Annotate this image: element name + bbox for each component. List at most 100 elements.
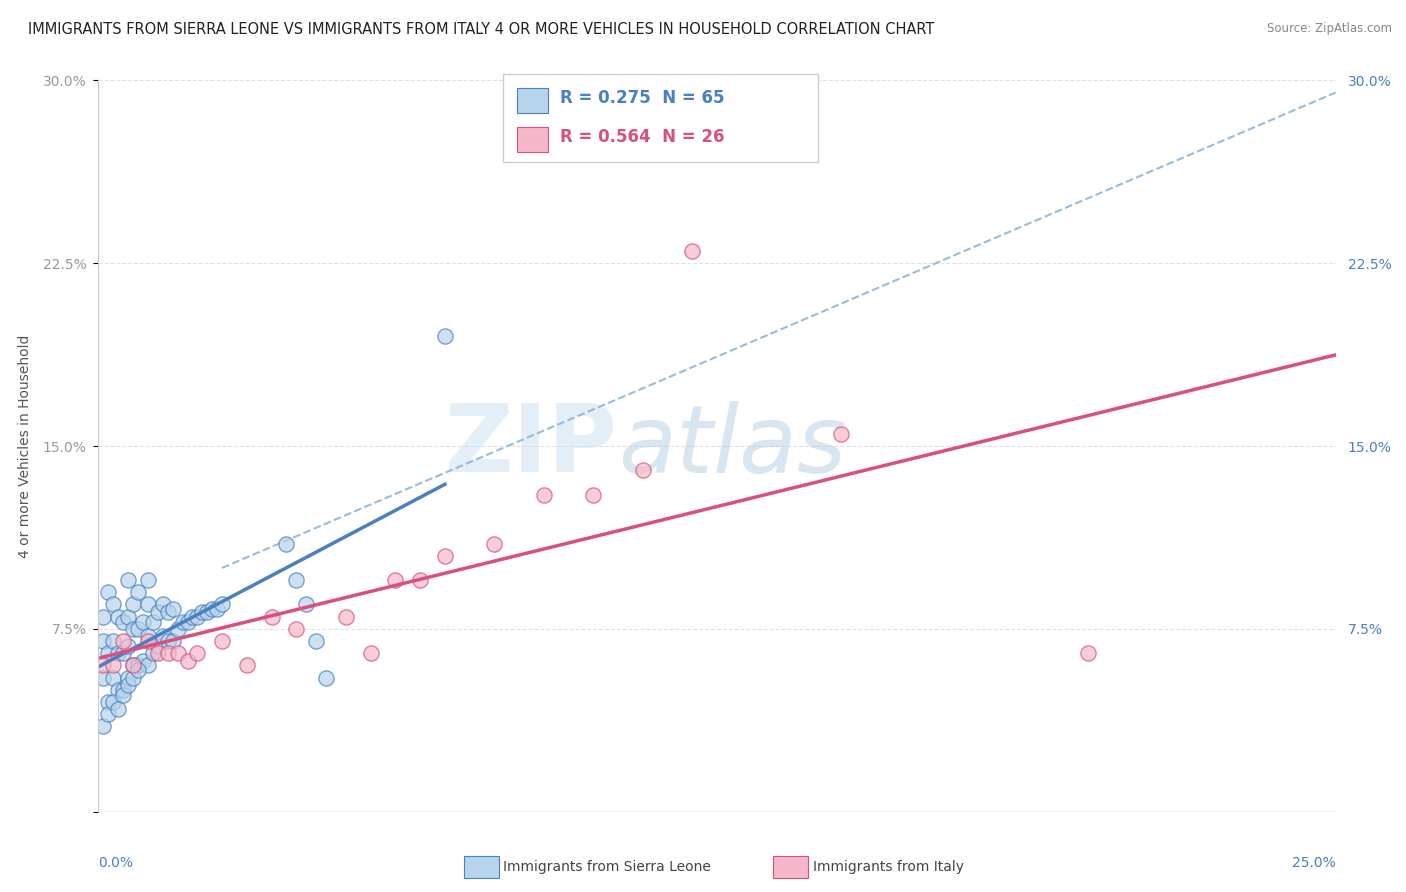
Point — [285, 622, 308, 636]
Point — [97, 707, 120, 722]
Point — [166, 622, 188, 636]
Point — [122, 598, 145, 612]
Point — [211, 634, 233, 648]
Point — [305, 634, 328, 648]
Y-axis label: 4 or more Vehicles in Household: 4 or more Vehicles in Household — [18, 334, 31, 558]
Point — [156, 605, 179, 619]
Point — [146, 646, 169, 660]
Point — [132, 615, 155, 629]
Point — [93, 658, 115, 673]
Text: Immigrants from Sierra Leone: Immigrants from Sierra Leone — [503, 860, 711, 874]
Point — [276, 536, 298, 550]
Point — [122, 658, 145, 673]
Point — [335, 609, 357, 624]
Point — [681, 244, 703, 258]
Point — [236, 658, 259, 673]
Point — [107, 646, 129, 660]
Point — [152, 629, 174, 643]
Point — [127, 585, 149, 599]
Text: atlas: atlas — [619, 401, 846, 491]
Point — [117, 573, 139, 587]
Point — [156, 646, 179, 660]
Point — [195, 605, 218, 619]
Point — [103, 598, 125, 612]
Point — [136, 658, 159, 673]
Point — [176, 615, 198, 629]
Point — [103, 695, 125, 709]
Point — [433, 329, 456, 343]
Point — [97, 585, 120, 599]
Point — [136, 629, 159, 643]
Point — [191, 605, 214, 619]
Point — [1077, 646, 1099, 660]
Point — [127, 658, 149, 673]
Point — [97, 646, 120, 660]
Point — [112, 682, 135, 697]
Text: R = 0.564  N = 26: R = 0.564 N = 26 — [560, 128, 724, 146]
Point — [107, 682, 129, 697]
Point — [156, 634, 179, 648]
Point — [107, 702, 129, 716]
Text: 0.0%: 0.0% — [98, 855, 134, 870]
Point — [166, 646, 188, 660]
Point — [112, 615, 135, 629]
Point — [142, 646, 165, 660]
Point — [582, 488, 605, 502]
Point — [117, 678, 139, 692]
Point — [103, 671, 125, 685]
Point — [205, 602, 228, 616]
Point — [631, 463, 654, 477]
Point — [315, 671, 337, 685]
Point — [97, 695, 120, 709]
Point — [127, 622, 149, 636]
Text: Source: ZipAtlas.com: Source: ZipAtlas.com — [1267, 22, 1392, 36]
Point — [384, 573, 406, 587]
Text: Immigrants from Italy: Immigrants from Italy — [813, 860, 963, 874]
Point — [146, 639, 169, 653]
Point — [181, 609, 204, 624]
Point — [136, 634, 159, 648]
Point — [186, 646, 208, 660]
Point — [103, 634, 125, 648]
Point — [93, 634, 115, 648]
Point — [295, 598, 318, 612]
Point — [127, 663, 149, 677]
Point — [409, 573, 432, 587]
Point — [103, 658, 125, 673]
Point — [122, 658, 145, 673]
Point — [112, 634, 135, 648]
Text: IMMIGRANTS FROM SIERRA LEONE VS IMMIGRANTS FROM ITALY 4 OR MORE VEHICLES IN HOUS: IMMIGRANTS FROM SIERRA LEONE VS IMMIGRAN… — [28, 22, 935, 37]
Text: ZIP: ZIP — [446, 400, 619, 492]
Point — [172, 615, 194, 629]
Point — [93, 719, 115, 733]
Point — [142, 615, 165, 629]
Point — [136, 573, 159, 587]
Text: 25.0%: 25.0% — [1292, 855, 1336, 870]
Point — [533, 488, 555, 502]
Point — [484, 536, 506, 550]
Point — [176, 654, 198, 668]
Point — [433, 549, 456, 563]
Point — [146, 605, 169, 619]
Point — [112, 646, 135, 660]
Point — [211, 598, 233, 612]
Point — [162, 634, 184, 648]
Point — [122, 622, 145, 636]
Point — [201, 602, 224, 616]
Point — [186, 609, 208, 624]
Point — [122, 671, 145, 685]
Point — [112, 688, 135, 702]
Point — [93, 671, 115, 685]
Point — [162, 602, 184, 616]
Point — [260, 609, 283, 624]
Point — [132, 654, 155, 668]
Point — [136, 598, 159, 612]
Point — [117, 609, 139, 624]
Point — [152, 598, 174, 612]
Point — [360, 646, 382, 660]
Point — [285, 573, 308, 587]
Point — [117, 639, 139, 653]
Point — [93, 609, 115, 624]
Point — [107, 609, 129, 624]
Point — [830, 426, 852, 441]
